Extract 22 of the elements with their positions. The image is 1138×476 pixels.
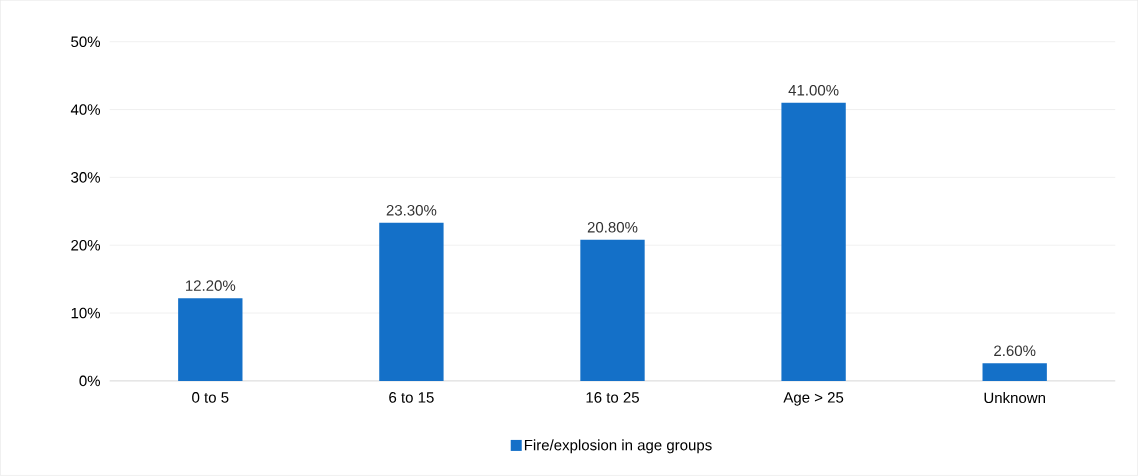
y-tick-label: 40% xyxy=(70,104,101,116)
bar xyxy=(580,239,645,382)
x-tick-label: Age > 25 xyxy=(783,392,844,406)
y-tick-label: 50% xyxy=(71,36,101,48)
legend-label: Fire/explosion in age groups xyxy=(524,439,712,454)
bar xyxy=(982,363,1047,382)
data-label: 41.00% xyxy=(788,85,839,96)
data-label: 2.60% xyxy=(994,345,1036,357)
y-tick-label: 10% xyxy=(71,307,101,319)
data-label: 23.30% xyxy=(386,205,437,216)
x-tick-label: 16 to 25 xyxy=(586,392,639,403)
data-label: 20.80% xyxy=(587,222,638,233)
y-tick-label: 20% xyxy=(71,240,101,251)
y-tick-label: 30% xyxy=(71,172,101,183)
x-tick-label: 0 to 5 xyxy=(192,392,229,403)
bar xyxy=(379,223,444,382)
bar xyxy=(178,298,243,382)
x-tick-label: 6 to 15 xyxy=(389,392,434,403)
bar xyxy=(781,102,846,382)
y-tick-label: 0% xyxy=(79,375,101,387)
data-label: 12.20% xyxy=(186,280,236,292)
x-tick-label: Unknown xyxy=(984,392,1045,404)
